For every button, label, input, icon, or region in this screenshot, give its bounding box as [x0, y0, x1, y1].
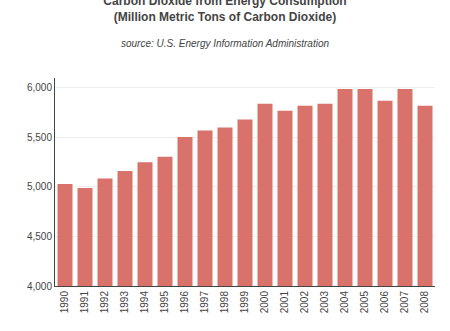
svg-text:5,000: 5,000	[27, 181, 52, 192]
svg-text:2007: 2007	[399, 291, 410, 314]
svg-text:2005: 2005	[359, 291, 370, 314]
svg-text:1990: 1990	[59, 291, 70, 314]
svg-text:1995: 1995	[159, 291, 170, 314]
svg-text:Carbon Dioxide from Energy Con: Carbon Dioxide from Energy Consumption(M…	[103, 0, 346, 24]
svg-text:2000: 2000	[259, 291, 270, 314]
svg-text:4,500: 4,500	[27, 231, 52, 242]
svg-text:1994: 1994	[139, 291, 150, 314]
svg-text:1992: 1992	[99, 291, 110, 314]
svg-text:2004: 2004	[339, 291, 350, 314]
svg-text:5,500: 5,500	[27, 132, 52, 143]
svg-text:2008: 2008	[419, 291, 430, 314]
svg-text:2006: 2006	[379, 291, 390, 314]
svg-text:4,000: 4,000	[27, 281, 52, 292]
svg-text:1997: 1997	[199, 291, 210, 314]
svg-text:1993: 1993	[119, 291, 130, 314]
svg-text:1991: 1991	[79, 291, 90, 314]
svg-text:6,000: 6,000	[27, 82, 52, 93]
svg-text:1999: 1999	[239, 291, 250, 314]
svg-text:source: U.S. Energy Informatio: source: U.S. Energy Information Administ…	[121, 38, 329, 49]
svg-text:1998: 1998	[219, 291, 230, 314]
svg-text:2002: 2002	[299, 291, 310, 314]
svg-text:2003: 2003	[319, 291, 330, 314]
svg-text:2001: 2001	[279, 291, 290, 314]
svg-text:1996: 1996	[179, 291, 190, 314]
